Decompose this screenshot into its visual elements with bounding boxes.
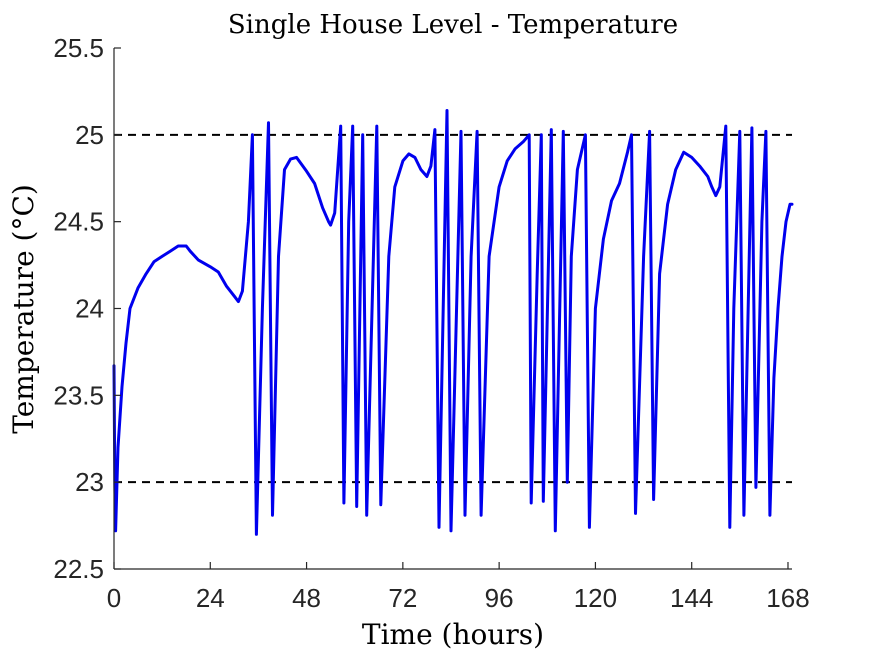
- series-group: [112, 109, 794, 536]
- chart-title: Single House Level - Temperature: [228, 10, 678, 40]
- y-ticks: 22.5 23 23.5 24 24.5 25 25.5: [53, 33, 121, 584]
- x-tick-label: 24: [196, 583, 225, 613]
- y-tick-label: 25: [75, 120, 104, 150]
- y-tick-label: 24.5: [53, 207, 104, 237]
- x-ticks: 0 24 48 72 96 120 144 168: [107, 562, 810, 613]
- y-tick-label: 24: [75, 294, 104, 324]
- y-tick-label: 22.5: [53, 554, 104, 584]
- temperature-series-line: [112, 109, 794, 536]
- x-tick-label: 48: [292, 583, 321, 613]
- x-tick-label: 0: [107, 583, 121, 613]
- x-tick-label: 120: [574, 583, 617, 613]
- x-tick-label: 96: [485, 583, 514, 613]
- x-tick-label: 144: [670, 583, 713, 613]
- y-tick-label: 23.5: [53, 380, 104, 410]
- x-axis-label: Time (hours): [362, 618, 544, 651]
- y-axis-label: Temperature (°C): [7, 184, 40, 434]
- x-tick-label: 168: [766, 583, 809, 613]
- x-tick-label: 72: [388, 583, 417, 613]
- y-tick-label: 25.5: [53, 33, 104, 63]
- y-tick-label: 23: [75, 467, 104, 497]
